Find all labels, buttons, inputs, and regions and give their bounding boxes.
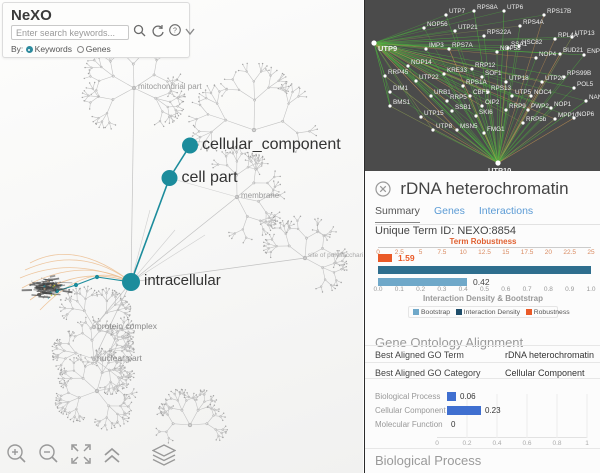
svg-text:?: ? <box>173 28 177 35</box>
